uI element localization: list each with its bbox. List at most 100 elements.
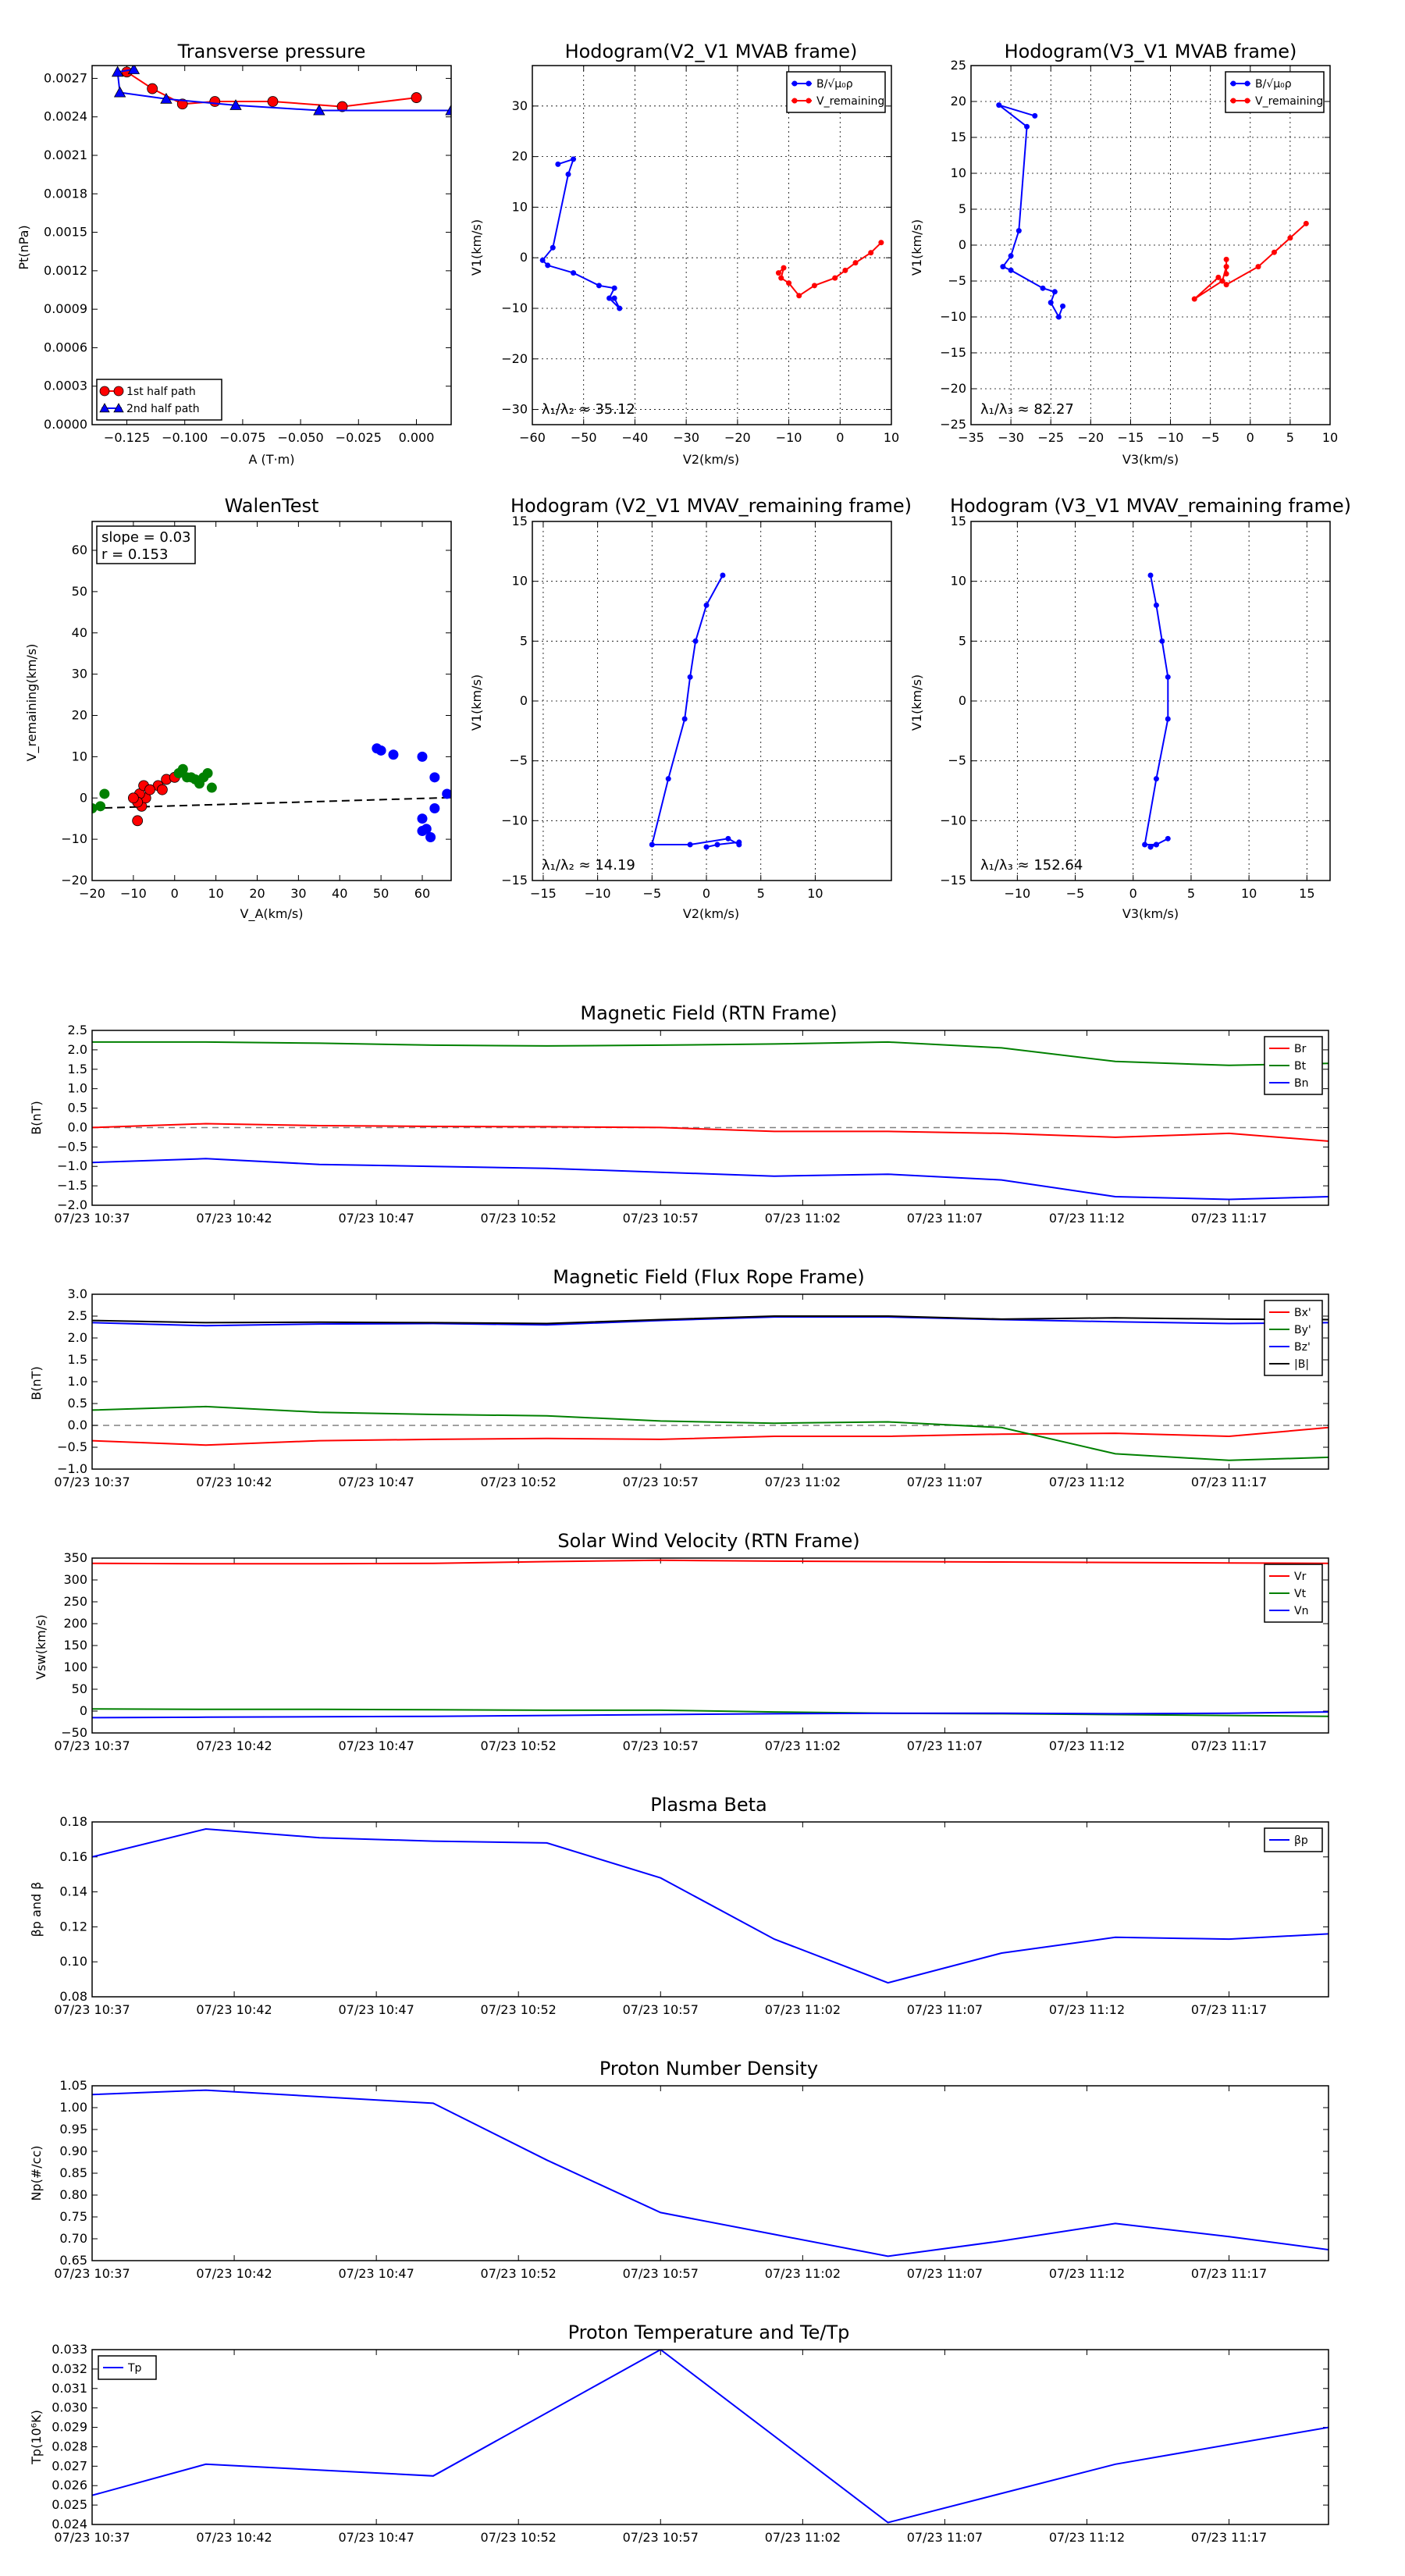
data-point bbox=[1165, 674, 1171, 680]
y-axis-label: V1(km/s) bbox=[909, 674, 924, 731]
axes-frame bbox=[91, 65, 452, 425]
x-tick-label: 07/23 11:17 bbox=[1191, 2002, 1267, 2017]
data-point bbox=[868, 250, 874, 256]
legend-label: βp bbox=[1294, 1834, 1308, 1847]
y-tick-label: 0.024 bbox=[52, 2517, 87, 2532]
series-line bbox=[92, 1123, 1329, 1142]
y-tick-label: 10 bbox=[951, 574, 966, 589]
legend-label: B/√μ₀ρ bbox=[816, 78, 853, 91]
y-tick-label: −1.5 bbox=[57, 1178, 87, 1193]
x-tick-label: −60 bbox=[519, 430, 546, 445]
legend-label: 1st half path bbox=[126, 386, 196, 398]
y-tick-label: 15 bbox=[512, 514, 528, 528]
legend-box bbox=[1225, 71, 1325, 113]
x-axis-label: A (T·m) bbox=[249, 452, 295, 467]
x-tick-label: 07/23 10:47 bbox=[338, 1475, 414, 1489]
x-tick-label: 07/23 10:52 bbox=[481, 1211, 557, 1226]
y-tick-label: −15 bbox=[501, 873, 528, 888]
y-tick-label: 5 bbox=[520, 633, 528, 648]
data-point bbox=[209, 96, 221, 107]
series-group bbox=[649, 572, 742, 850]
data-point bbox=[173, 768, 184, 779]
y-tick-label: 150 bbox=[63, 1638, 87, 1653]
data-point bbox=[1153, 841, 1159, 848]
panel-title: WalenTest bbox=[225, 495, 319, 517]
panel-title: Plasma Beta bbox=[650, 1794, 767, 1816]
data-point bbox=[1215, 274, 1222, 280]
data-point bbox=[806, 80, 812, 87]
y-tick-label: −1.0 bbox=[57, 1158, 87, 1173]
y-tick-label: 20 bbox=[72, 708, 87, 723]
x-tick-label: −10 bbox=[1004, 886, 1030, 901]
x-tick-label: −30 bbox=[673, 430, 699, 445]
panel-title: Magnetic Field (Flux Rope Frame) bbox=[553, 1266, 864, 1288]
panel-plasma-beta: Plasma Beta βp and β 07/23 10:37 07/23 10… bbox=[29, 1794, 1329, 2017]
data-point bbox=[796, 293, 802, 299]
x-tick-label: 07/23 11:07 bbox=[907, 1211, 983, 1226]
y-tick-label: 0 bbox=[520, 693, 528, 708]
annotation-text: λ₁/λ₃ ≈ 82.27 bbox=[980, 401, 1074, 418]
series-group bbox=[996, 102, 1309, 320]
y-tick-label: 10 bbox=[72, 749, 87, 763]
x-tick-label: −10 bbox=[120, 886, 147, 901]
y-tick-label: −10 bbox=[940, 813, 966, 827]
series-line bbox=[92, 1158, 1329, 1201]
x-tick-label: 07/23 11:12 bbox=[1049, 2002, 1125, 2017]
data-point bbox=[778, 275, 784, 281]
axes-frame bbox=[970, 65, 1331, 425]
y-tick-label: 40 bbox=[72, 625, 87, 640]
y-tick-label: −1.0 bbox=[57, 1461, 87, 1476]
data-point bbox=[611, 295, 617, 301]
y-tick-label: −15 bbox=[940, 345, 966, 360]
y-tick-label: 30 bbox=[512, 98, 528, 113]
axes-frame bbox=[91, 1293, 1329, 1470]
y-tick-label: 5 bbox=[959, 201, 966, 216]
axes-frame bbox=[532, 521, 892, 881]
data-point bbox=[113, 403, 124, 413]
series-group bbox=[92, 1827, 1329, 1984]
series-group bbox=[92, 2350, 1329, 2524]
x-tick-label: −0.025 bbox=[336, 430, 382, 445]
y-tick-label: 0.5 bbox=[68, 1396, 87, 1411]
legend-label: Bz' bbox=[1294, 1341, 1311, 1354]
y-tick-label: 0.0006 bbox=[44, 340, 87, 354]
x-tick-label: 07/23 10:57 bbox=[623, 2266, 699, 2281]
data-point bbox=[127, 66, 140, 74]
panel-magnetic-field-flux-rope: Magnetic Field (Flux Rope Frame) B(nT) 0… bbox=[29, 1266, 1329, 1489]
x-tick-label: 07/23 11:07 bbox=[907, 2002, 983, 2017]
y-tick-label: 0.75 bbox=[59, 2209, 87, 2224]
panel-proton-temperature: Proton Temperature and Te/Tp Tp(10⁶K) 07… bbox=[29, 2322, 1329, 2545]
panel-walen-test: WalenTest V_A(km/s) V_remaining(km/s) −2… bbox=[24, 495, 452, 922]
data-point bbox=[1165, 716, 1171, 722]
y-tick-label: 3.0 bbox=[68, 1286, 87, 1301]
data-point bbox=[1271, 249, 1277, 255]
x-tick-label: −5 bbox=[1201, 430, 1220, 445]
data-point bbox=[113, 86, 126, 98]
y-tick-label: 1.00 bbox=[59, 2100, 87, 2115]
y-tick-label: 300 bbox=[63, 1572, 87, 1587]
y-tick-label: 0 bbox=[959, 693, 966, 708]
x-tick-label: 07/23 10:37 bbox=[54, 1475, 130, 1489]
data-point bbox=[832, 275, 838, 281]
x-tick-label: 07/23 10:42 bbox=[196, 1211, 272, 1226]
y-tick-label: 0.70 bbox=[59, 2231, 87, 2246]
axes-frame bbox=[91, 521, 452, 881]
x-tick-label: 40 bbox=[332, 886, 347, 901]
x-tick-label: 07/23 10:57 bbox=[623, 1475, 699, 1489]
y-tick-label: 0.0 bbox=[68, 1119, 87, 1134]
x-tick-label: −20 bbox=[724, 430, 751, 445]
data-point bbox=[617, 305, 623, 311]
data-point bbox=[1153, 602, 1159, 608]
y-tick-label: 0.12 bbox=[59, 1919, 87, 1934]
y-axis-label: V1(km/s) bbox=[909, 219, 924, 276]
x-tick-label: 07/23 11:07 bbox=[907, 2530, 983, 2545]
annotation-box bbox=[96, 525, 196, 564]
panel-title: Proton Number Density bbox=[599, 2058, 818, 2080]
x-tick-label: 07/23 10:57 bbox=[623, 1211, 699, 1226]
data-point bbox=[186, 772, 197, 783]
y-tick-label: 2.0 bbox=[68, 1330, 87, 1345]
x-tick-label: 07/23 10:37 bbox=[54, 1738, 130, 1753]
legend-label: Bn bbox=[1294, 1077, 1308, 1090]
x-tick-label: 07/23 10:52 bbox=[481, 2002, 557, 2017]
